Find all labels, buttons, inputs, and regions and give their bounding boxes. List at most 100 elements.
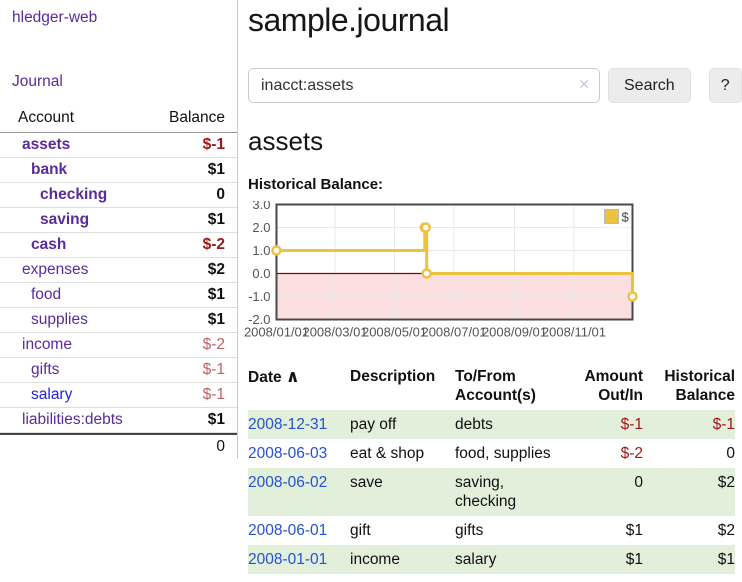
accounts-total-value: 0 xyxy=(216,438,225,455)
transaction-balance: $-1 xyxy=(643,410,735,439)
account-row: checking 0 xyxy=(0,183,237,208)
account-balance: $2 xyxy=(207,261,225,278)
transaction-amount: $-2 xyxy=(620,445,643,462)
account-row: supplies $1 xyxy=(0,308,237,333)
register-row: 2008-06-02 save saving, checking 0 $2 xyxy=(248,468,735,516)
clear-search-icon[interactable]: ✕ xyxy=(578,76,590,92)
chart-title: Historical Balance: xyxy=(248,176,384,193)
accounts-header-balance: Balance xyxy=(168,109,225,126)
transaction-amount: 0 xyxy=(565,468,643,516)
account-row: bank $1 xyxy=(0,158,237,183)
transaction-balance: $2 xyxy=(717,522,735,539)
column-header-date[interactable]: Date ∧ xyxy=(248,365,350,410)
account-row: gifts $-1 xyxy=(0,358,237,383)
chart-container: $3.0 2.0 1.0 0.0 -1.0 -2.0 2008/01/01 2008/03/0… xyxy=(239,197,742,348)
help-button[interactable]: ? xyxy=(708,68,742,103)
column-header-balance: Historical Balance xyxy=(643,365,735,410)
transaction-description: eat & shop xyxy=(350,445,425,462)
transaction-date-link[interactable]: 2008-06-03 xyxy=(248,445,328,462)
column-header-description: Description xyxy=(350,368,436,385)
account-balance: $1 xyxy=(207,286,225,303)
svg-text:2008/05/01: 2008/05/01 xyxy=(362,325,427,340)
balance-header-line1: Historical xyxy=(664,368,735,385)
register-row: 2008-01-01 income salary $1 $1 xyxy=(248,545,735,574)
account-link-bank[interactable]: bank xyxy=(31,161,68,178)
account-link-gifts[interactable]: gifts xyxy=(31,361,60,378)
account-link-checking[interactable]: checking xyxy=(40,186,108,203)
account-row: cash $-2 xyxy=(0,233,237,258)
accounts-total-row: 0 xyxy=(0,433,237,459)
svg-text:0.0: 0.0 xyxy=(252,266,270,281)
register-header-row: Date ∧ Description To/From Account(s) Am… xyxy=(248,365,735,410)
account-link-income[interactable]: income xyxy=(22,336,72,353)
accounts-header-line1: To/From xyxy=(455,368,516,385)
account-balance: $-1 xyxy=(202,361,225,378)
account-row: liabilities:debts $1 xyxy=(0,408,237,433)
account-balance: $-2 xyxy=(202,336,225,353)
account-balance: $-1 xyxy=(202,136,225,153)
account-heading: assets xyxy=(248,126,324,156)
account-row: assets $-1 xyxy=(0,133,237,158)
sidebar-item-journal[interactable]: Journal xyxy=(12,73,63,90)
register-row: 2008-12-31 pay off debts $-1 $-1 xyxy=(248,410,735,439)
page-title: sample.journal xyxy=(248,2,450,38)
account-row: saving $1 xyxy=(0,208,237,233)
account-balance: $-2 xyxy=(202,236,225,253)
account-link-liabilities-debts[interactable]: liabilities:debts xyxy=(22,411,123,428)
search-input[interactable] xyxy=(248,68,600,103)
transaction-date-link[interactable]: 2008-12-31 xyxy=(248,416,328,433)
svg-text:2008/07/01: 2008/07/01 xyxy=(421,325,486,340)
account-link-food[interactable]: food xyxy=(31,286,62,303)
transaction-description: gift xyxy=(350,522,371,539)
account-row: food $1 xyxy=(0,283,237,308)
transaction-balance: $2 xyxy=(643,468,735,516)
transaction-description: pay off xyxy=(350,410,455,439)
account-link-assets[interactable]: assets xyxy=(22,136,71,153)
accounts-header: Account Balance xyxy=(0,106,237,133)
account-balance: $-1 xyxy=(202,386,225,403)
search-form: ✕ Search ? xyxy=(248,68,742,103)
date-header-label: Date xyxy=(248,369,282,386)
svg-text:1.0: 1.0 xyxy=(252,243,270,258)
register-row: 2008-06-01 gift gifts $1 $2 xyxy=(248,516,735,545)
register-table: Date ∧ Description To/From Account(s) Am… xyxy=(248,365,735,574)
amount-header-line1: Amount xyxy=(584,368,643,385)
search-button[interactable]: Search xyxy=(608,68,691,103)
account-row: salary $-1 xyxy=(0,383,237,408)
account-link-cash[interactable]: cash xyxy=(31,236,67,253)
main-content: sample.journal ✕ Search ? assets Histori… xyxy=(238,0,742,574)
account-row: income $-2 xyxy=(0,333,237,358)
account-link-salary[interactable]: salary xyxy=(31,386,73,403)
account-balance: $1 xyxy=(207,311,225,328)
account-link-expenses[interactable]: expenses xyxy=(22,261,89,278)
accounts-header-account: Account xyxy=(18,109,75,126)
svg-text:$: $ xyxy=(622,210,630,225)
transaction-description: save xyxy=(350,468,455,516)
transaction-date-link[interactable]: 2008-01-01 xyxy=(248,551,328,568)
column-header-accounts: To/From Account(s) xyxy=(455,365,565,410)
transaction-amount: $1 xyxy=(565,545,643,574)
amount-header-line2: Out/In xyxy=(598,387,643,404)
svg-text:2008/03/01: 2008/03/01 xyxy=(302,325,367,340)
register-row: 2008-06-03 eat & shop food, supplies $-2… xyxy=(248,439,735,468)
account-link-saving[interactable]: saving xyxy=(40,211,90,228)
sort-ascending-icon: ∧ xyxy=(285,367,300,386)
app-brand-link[interactable]: hledger-web xyxy=(12,9,98,26)
transaction-accounts: debts xyxy=(455,410,565,439)
transaction-accounts: food, supplies xyxy=(455,445,551,462)
transaction-balance: $1 xyxy=(643,545,735,574)
accounts-header-line2: Account(s) xyxy=(455,387,536,404)
account-row: expenses $2 xyxy=(0,258,237,283)
transaction-accounts: saving, checking xyxy=(455,468,565,516)
balance-header-line2: Balance xyxy=(675,387,735,404)
transaction-date-link[interactable]: 2008-06-01 xyxy=(248,522,328,539)
search-input-wrap: ✕ xyxy=(248,68,600,103)
column-header-amount: Amount Out/In xyxy=(565,365,643,410)
svg-text:-2.0: -2.0 xyxy=(248,312,270,327)
svg-text:2008/01/01: 2008/01/01 xyxy=(244,325,309,340)
account-link-supplies[interactable]: supplies xyxy=(31,311,88,328)
account-balance: $1 xyxy=(207,411,225,428)
transaction-description: income xyxy=(350,545,455,574)
transaction-date-link[interactable]: 2008-06-02 xyxy=(248,474,328,491)
